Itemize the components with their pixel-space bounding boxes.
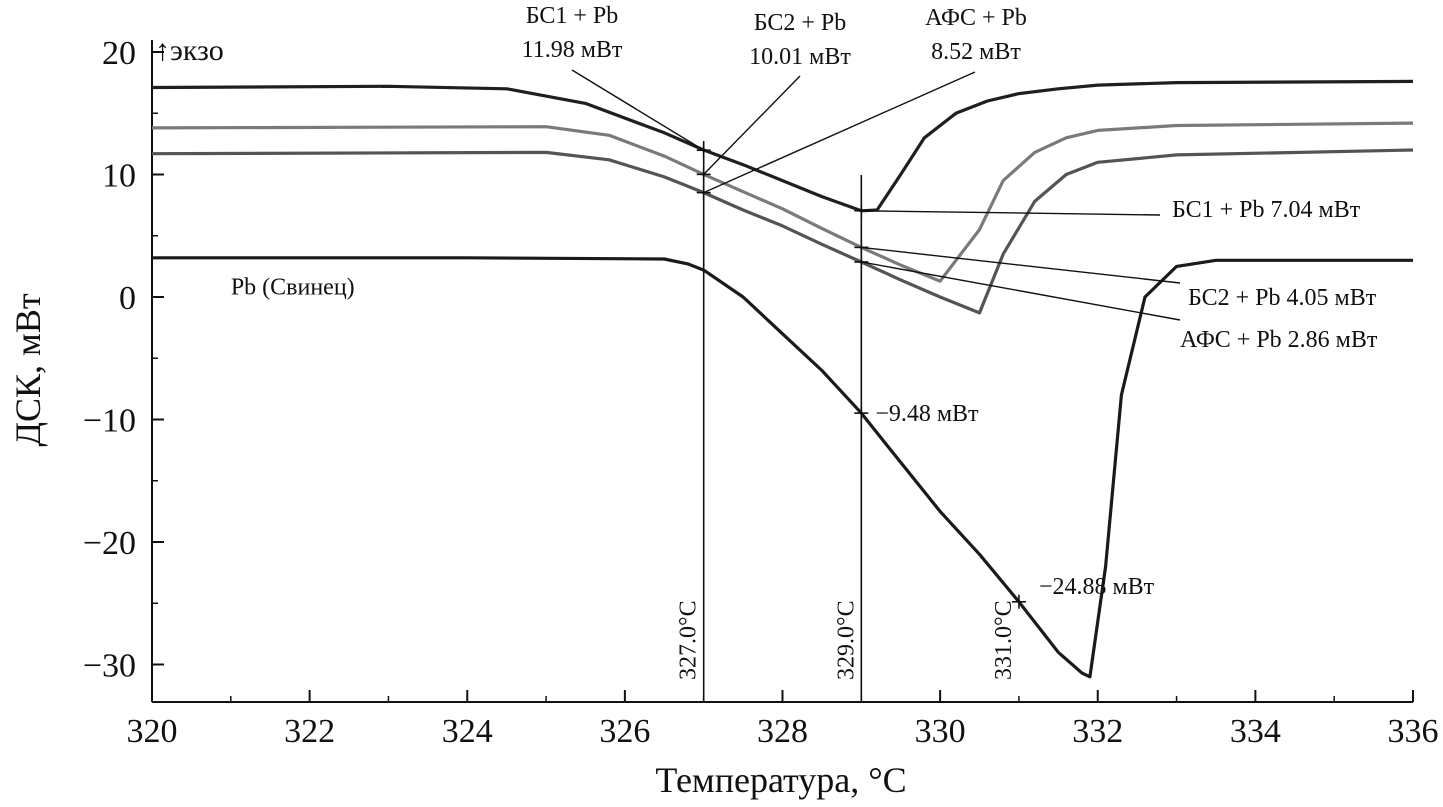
x-tick-label: 322	[284, 713, 335, 750]
series-line-pb	[151, 148, 1414, 315]
y-tick-label: 20	[102, 35, 136, 72]
series-line-pb	[152, 256, 1413, 679]
annotation-label: −24.88 мВт	[1039, 574, 1155, 600]
leader-afs-329	[861, 261, 1181, 321]
annotation-label: БС2 + Pb	[754, 10, 847, 36]
x-tick-label: 332	[1072, 713, 1123, 750]
leader-bs1-329	[861, 210, 1161, 216]
annotation-layer: БС1 + Pb 11.98 мВт БС2 + Pb 10.01 мВт АФС + …	[522, 3, 1378, 609]
annotation-label: −9.48 мВт	[875, 401, 979, 427]
x-tick-label: 328	[757, 713, 808, 750]
x-tick-label: 334	[1230, 713, 1281, 750]
leader-afs-327	[703, 71, 976, 194]
series-line-1-pb	[151, 79, 1414, 213]
vline-label: 331.0°C	[991, 600, 1017, 680]
annotation-value: 11.98 мВт	[522, 37, 623, 63]
y-tick-label: −10	[83, 403, 136, 440]
annotation-label: БС1 + Pb 7.04 мВт	[1172, 197, 1361, 223]
y-tick-label: −20	[83, 525, 136, 562]
x-tick-label: 326	[599, 713, 650, 750]
annotation-label: АФС + Pb 2.86 мВт	[1180, 327, 1378, 353]
x-axis-title: Температура, °C	[655, 760, 906, 800]
vline-layer: 327.0°C 329.0°C 331.0°C	[676, 141, 1017, 702]
exo-label: ↑экзо	[155, 34, 224, 67]
y-tick-label: 10	[102, 158, 136, 195]
annotation-label: АФС + Pb	[925, 5, 1027, 31]
annotation-label: БС2 + Pb 4.05 мВт	[1188, 285, 1377, 311]
leader-bs1-327	[571, 69, 705, 151]
series-layer: Pb (Свинец)	[151, 79, 1414, 679]
x-tick-label: 330	[915, 713, 966, 750]
leader-bs2-329	[861, 246, 1181, 284]
y-tick-label: 0	[119, 280, 136, 317]
vline-label: 327.0°C	[676, 600, 702, 680]
series-line-2-pb	[151, 121, 1414, 283]
vline-label: 329.0°C	[833, 600, 859, 680]
annotation-value: 10.01 мВт	[749, 44, 851, 70]
axes-layer: 320 322 324 326 328 330 332 334 336 20 10 0 −10 −20 −3…	[83, 35, 1439, 750]
x-tick-label: 320	[127, 713, 178, 750]
series-label-pb: Pb (Свинец)	[231, 275, 355, 301]
y-tick-label: −30	[83, 648, 136, 685]
annotation-label: БС1 + Pb	[526, 3, 619, 29]
x-tick-label: 324	[442, 713, 493, 750]
leader-bs2-327	[703, 75, 801, 175]
x-tick-label: 336	[1388, 713, 1439, 750]
y-axis-title: ДСК, мВт	[8, 293, 48, 446]
annotation-value: 8.52 мВт	[931, 39, 1021, 65]
